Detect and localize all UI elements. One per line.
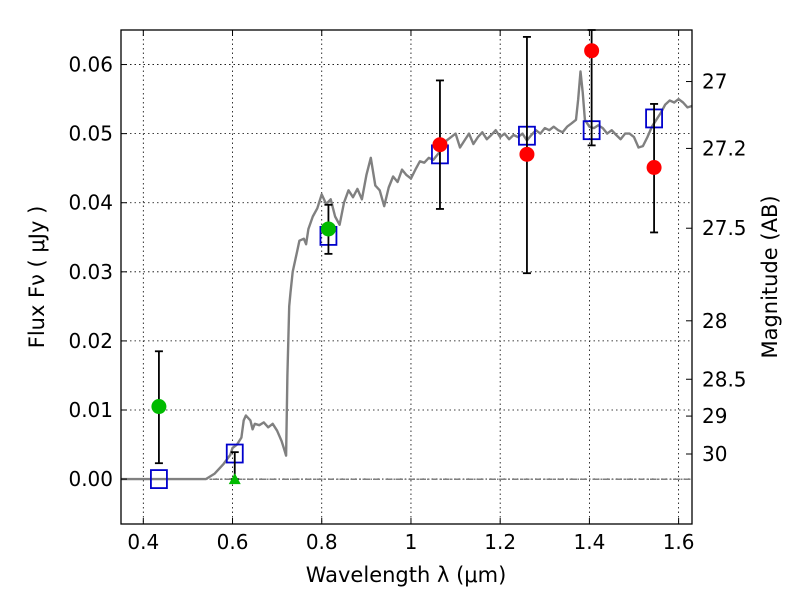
x-tick-label: 1.2 (484, 530, 516, 554)
y2-tick-label: 29 (702, 404, 727, 428)
y-axis-ticks: 0.00 0.01 0.02 0.03 0.04 0.05 0.06 (68, 53, 127, 491)
y2-tick-label: 28 (702, 309, 727, 333)
y-tick-label: 0.00 (68, 467, 113, 491)
y-tick-label: 0.04 (68, 191, 113, 215)
model-spectrum-line (121, 70, 693, 481)
model-band-square (150, 469, 168, 489)
y2-tick-label: 28.5 (702, 367, 747, 391)
y-axis-title: Flux Fν ( μJy ) (25, 206, 49, 349)
y-tick-label: 0.05 (68, 122, 113, 146)
x-tick-label: 0.4 (127, 530, 159, 554)
x-tick-label: 0.6 (217, 530, 249, 554)
x-tick-label: 0.8 (306, 530, 338, 554)
y2-tick-label: 27 (702, 70, 727, 94)
y-tick-label: 0.01 (68, 398, 113, 422)
y2-tick-label: 30 (702, 442, 727, 466)
upper-limit-triangle (228, 473, 241, 485)
y2-axis-ticks: 27 27.2 27.5 28 28.5 29 30 (686, 70, 747, 466)
photometry-point (646, 159, 662, 175)
x-tick-label: 1.6 (663, 530, 695, 554)
photometry-point (320, 221, 336, 237)
y2-axis-title: Magnitude (AB) (758, 195, 782, 358)
x-tick-label: 1 (405, 530, 418, 554)
y2-tick-label: 27.5 (702, 216, 747, 240)
photometry-point (519, 146, 535, 162)
photometry-point (584, 43, 600, 59)
y-tick-label: 0.02 (68, 329, 113, 353)
plot-frame (120, 29, 693, 525)
x-axis-title: Wavelength λ (μm) (306, 563, 507, 587)
grid-lines (121, 30, 692, 524)
y-tick-label: 0.06 (68, 53, 113, 77)
data-series (121, 29, 693, 489)
y-tick-label: 0.03 (68, 260, 113, 284)
y2-tick-label: 27.2 (702, 136, 747, 160)
x-tick-label: 1.4 (573, 530, 605, 554)
x-axis-ticks: 0.4 0.6 0.8 1 1.2 1.4 1.6 (127, 30, 695, 554)
photometry-point (151, 399, 167, 415)
photometry-point (432, 137, 448, 153)
